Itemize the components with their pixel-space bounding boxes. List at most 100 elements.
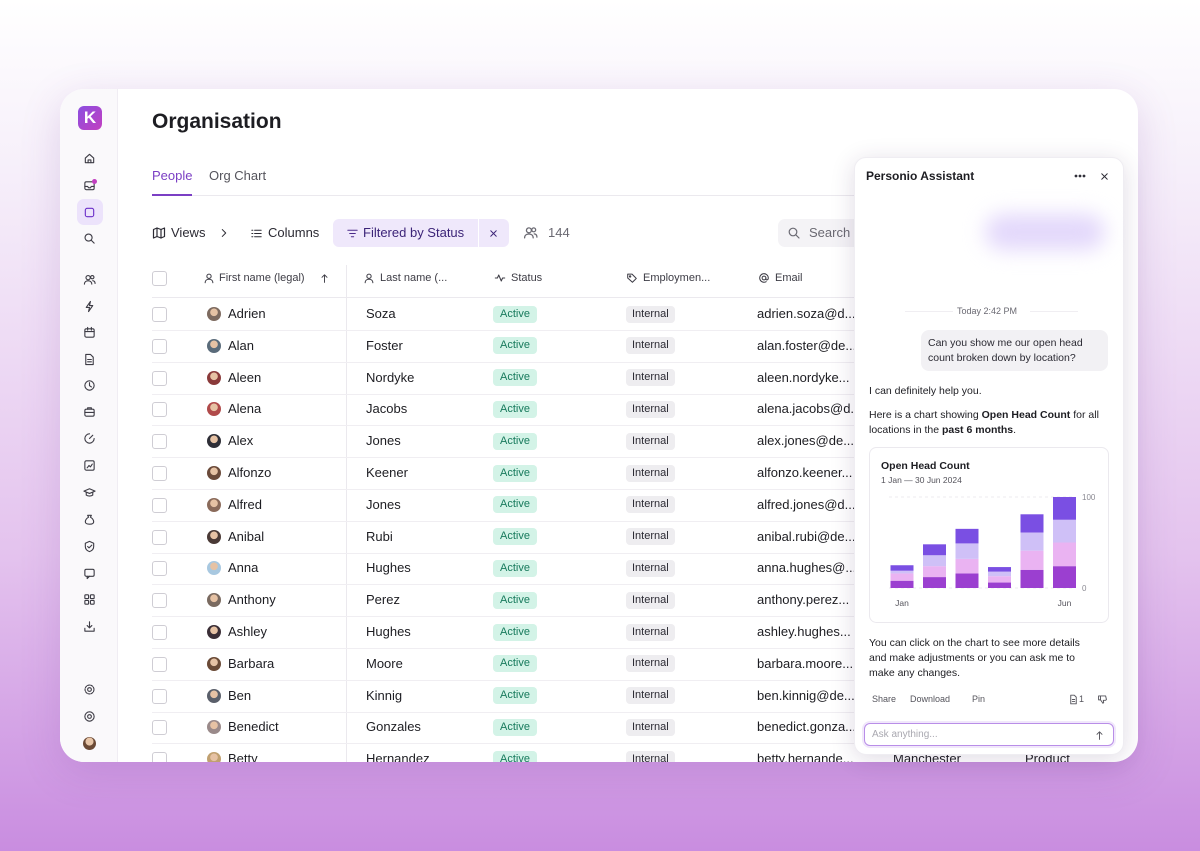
- columns-button[interactable]: Columns: [268, 225, 320, 240]
- up-icon[interactable]: [319, 273, 330, 284]
- column-header[interactable]: Email: [775, 272, 803, 284]
- last-name: Jacobs: [366, 401, 408, 417]
- dots-icon[interactable]: [1073, 169, 1087, 183]
- avatar: [207, 593, 221, 608]
- filter-chip[interactable]: [333, 219, 509, 247]
- action-button[interactable]: Download: [910, 694, 951, 704]
- column-header[interactable]: Employmen...: [643, 272, 711, 284]
- checkbox[interactable]: [152, 593, 167, 609]
- checkbox[interactable]: [152, 561, 167, 577]
- box-icon[interactable]: [83, 206, 96, 219]
- help-icon[interactable]: [83, 710, 96, 723]
- checkbox[interactable]: [152, 752, 167, 762]
- employment-pill: Internal: [626, 655, 675, 673]
- avatar: [207, 338, 221, 353]
- checkbox[interactable]: [152, 271, 167, 286]
- srcdoc-icon[interactable]: [1068, 694, 1079, 705]
- thumb-icon[interactable]: [1097, 694, 1108, 705]
- column-header[interactable]: First name (legal): [219, 272, 305, 284]
- checkbox[interactable]: [152, 402, 167, 418]
- msg-icon[interactable]: [83, 567, 96, 580]
- cap-icon[interactable]: [82, 486, 96, 499]
- last-name: Kinnig: [366, 687, 403, 703]
- avatar: [207, 625, 221, 639]
- action-button[interactable]: Share: [872, 694, 897, 704]
- checkbox[interactable]: [152, 656, 167, 672]
- gear-icon[interactable]: [83, 683, 96, 696]
- checkbox[interactable]: [152, 466, 167, 481]
- sidebar-active: [77, 199, 103, 225]
- column-divider: [346, 265, 347, 762]
- user-bubble: [921, 330, 1108, 371]
- status-pill: Active: [493, 687, 537, 705]
- checkbox[interactable]: [152, 625, 167, 640]
- people-icon[interactable]: [83, 273, 96, 286]
- dl-icon[interactable]: [83, 620, 96, 633]
- chart-card[interactable]: Open Head Count 1 Jan — 30 Jun 2024 0 100 Ja…: [869, 447, 1109, 623]
- row-divider: [152, 743, 1110, 745]
- dial-icon[interactable]: [83, 432, 96, 445]
- grid-icon[interactable]: [83, 593, 96, 606]
- search-icon[interactable]: [83, 232, 96, 245]
- cal-icon[interactable]: [83, 326, 96, 339]
- tab[interactable]: Org Chart: [209, 168, 267, 183]
- employment-pill: Internal: [626, 718, 675, 736]
- inbox-icon[interactable]: [83, 179, 96, 192]
- first-name: Benedict: [228, 719, 279, 735]
- checkbox[interactable]: [152, 434, 167, 450]
- checkbox[interactable]: [152, 307, 167, 322]
- input-placeholder: Ask anything...: [872, 729, 938, 740]
- shield-icon[interactable]: [83, 540, 96, 553]
- last-name: Gonzales: [366, 719, 421, 735]
- bar-segment: [955, 528, 979, 544]
- column-header[interactable]: Last name (...: [380, 272, 448, 284]
- bar-segment: [1020, 569, 1044, 588]
- email: aleen.nordyke...: [757, 369, 850, 385]
- close-icon[interactable]: [488, 228, 499, 239]
- employment-pill: Internal: [626, 496, 675, 514]
- reply-text: I can definitely help you.: [869, 385, 982, 397]
- chev-icon[interactable]: [218, 227, 230, 239]
- clock-icon[interactable]: [83, 379, 96, 392]
- chart-icon[interactable]: [83, 459, 96, 472]
- chat-input[interactable]: [864, 723, 1114, 746]
- column-header[interactable]: Status: [511, 272, 543, 284]
- first-name: Alena: [228, 401, 262, 417]
- doc-icon[interactable]: [83, 353, 96, 366]
- bar-segment: [988, 567, 1011, 572]
- bolt-icon[interactable]: [83, 300, 96, 313]
- last-name: Moore: [366, 655, 403, 671]
- email: benedict.gonza...: [757, 719, 857, 735]
- checkbox[interactable]: [152, 338, 167, 354]
- checkbox[interactable]: [152, 497, 167, 513]
- employment-pill: Internal: [626, 591, 675, 609]
- filter-chip-sep: [478, 219, 479, 247]
- views-icon[interactable]: [152, 226, 166, 240]
- last-name: Nordyke: [366, 369, 415, 385]
- action-button[interactable]: Pin: [972, 694, 986, 704]
- last-name: Hughes: [366, 560, 411, 576]
- person-icon: [204, 273, 214, 284]
- checkbox[interactable]: [152, 688, 167, 704]
- views-button[interactable]: Views: [171, 225, 206, 240]
- bar-segment: [1053, 519, 1076, 543]
- up-icon[interactable]: [1094, 730, 1105, 741]
- bag-icon[interactable]: [83, 405, 96, 418]
- checkbox[interactable]: [152, 529, 167, 545]
- home-icon[interactable]: [83, 152, 96, 165]
- money-icon[interactable]: [83, 513, 96, 526]
- list-icon[interactable]: [250, 227, 263, 240]
- notification-dot: [92, 179, 97, 184]
- tab[interactable]: People: [152, 168, 193, 183]
- email: alan.foster@de...: [757, 337, 857, 353]
- first-name: Anna: [228, 560, 259, 576]
- close-icon[interactable]: [1099, 171, 1110, 182]
- first-name: Adrien: [228, 306, 266, 321]
- header-divider: [152, 297, 1110, 298]
- checkbox[interactable]: [152, 720, 167, 736]
- checkbox[interactable]: [152, 370, 167, 386]
- logo[interactable]: K: [78, 106, 102, 130]
- user-avatar[interactable]: [83, 737, 96, 750]
